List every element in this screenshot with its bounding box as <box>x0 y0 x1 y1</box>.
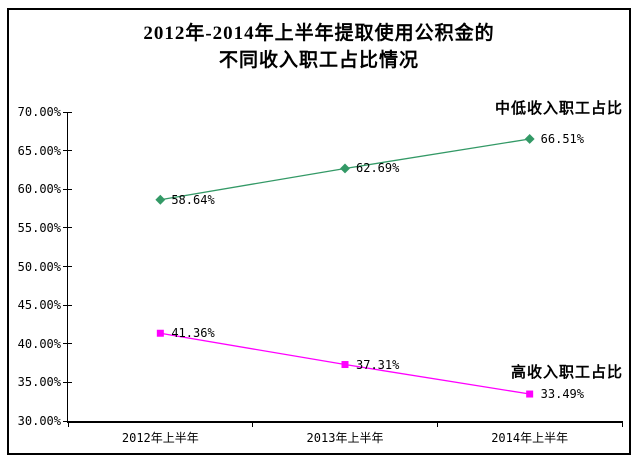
y-axis-tick <box>63 227 72 229</box>
chart-title-line1: 2012年-2014年上半年提取使用公积金的 <box>143 23 495 44</box>
x-axis-tick <box>252 421 254 427</box>
y-axis-tick-label: 70.00% <box>17 105 61 119</box>
diamond-marker-icon <box>155 194 166 205</box>
x-axis-tick <box>621 421 623 427</box>
y-axis-tick-label: 55.00% <box>17 220 61 235</box>
y-axis-tick-label: 45.00% <box>17 298 61 313</box>
data-point-label: 62.69% <box>356 161 400 176</box>
series-label-high-income: 高收入职工占比 <box>510 364 623 381</box>
chart-title-line2: 不同收入职工占比情况 <box>218 50 419 71</box>
y-axis-tick-label: 50.00% <box>17 259 61 274</box>
data-point-label: 41.36% <box>171 326 215 341</box>
data-point-label: 66.51% <box>540 131 585 146</box>
x-axis-tick <box>436 421 438 427</box>
data-point-label: 58.64% <box>171 192 215 207</box>
y-axis-tick-label: 60.00% <box>17 182 61 197</box>
data-point-label: 33.49% <box>540 387 585 402</box>
y-axis-tick-label: 65.00% <box>17 143 61 158</box>
x-axis-category-label: 2013年上半年 <box>306 431 384 445</box>
y-axis-tick <box>63 266 72 267</box>
diamond-marker-icon <box>340 163 350 174</box>
y-axis-tick-label: 30.00% <box>17 414 61 428</box>
x-axis-tick <box>67 421 69 427</box>
x-axis-category-label: 2012年上半年 <box>121 431 199 445</box>
data-point-label: 37.31% <box>356 357 400 372</box>
square-marker-icon <box>341 361 349 369</box>
series-label-midlow-income: 中低收入职工占比 <box>494 100 623 117</box>
y-axis-tick-label: 40.00% <box>17 336 61 351</box>
chart-title: 2012年-2014年上半年提取使用公积金的 不同收入职工占比情况 <box>0 20 638 74</box>
y-axis-tick <box>63 188 72 190</box>
line-series-svg <box>155 134 535 398</box>
y-axis-tick <box>63 343 72 345</box>
square-marker-icon <box>526 390 534 398</box>
y-axis-tick <box>63 150 72 152</box>
y-axis-tick <box>63 111 72 113</box>
x-axis-category-label: 2014年上半年 <box>491 431 569 445</box>
y-axis-tick <box>63 381 72 383</box>
y-axis-tick-label: 35.00% <box>17 375 61 390</box>
plot-area <box>67 112 622 423</box>
y-axis-tick <box>63 304 72 306</box>
diamond-marker-icon <box>524 134 535 144</box>
square-marker-icon <box>156 329 164 337</box>
